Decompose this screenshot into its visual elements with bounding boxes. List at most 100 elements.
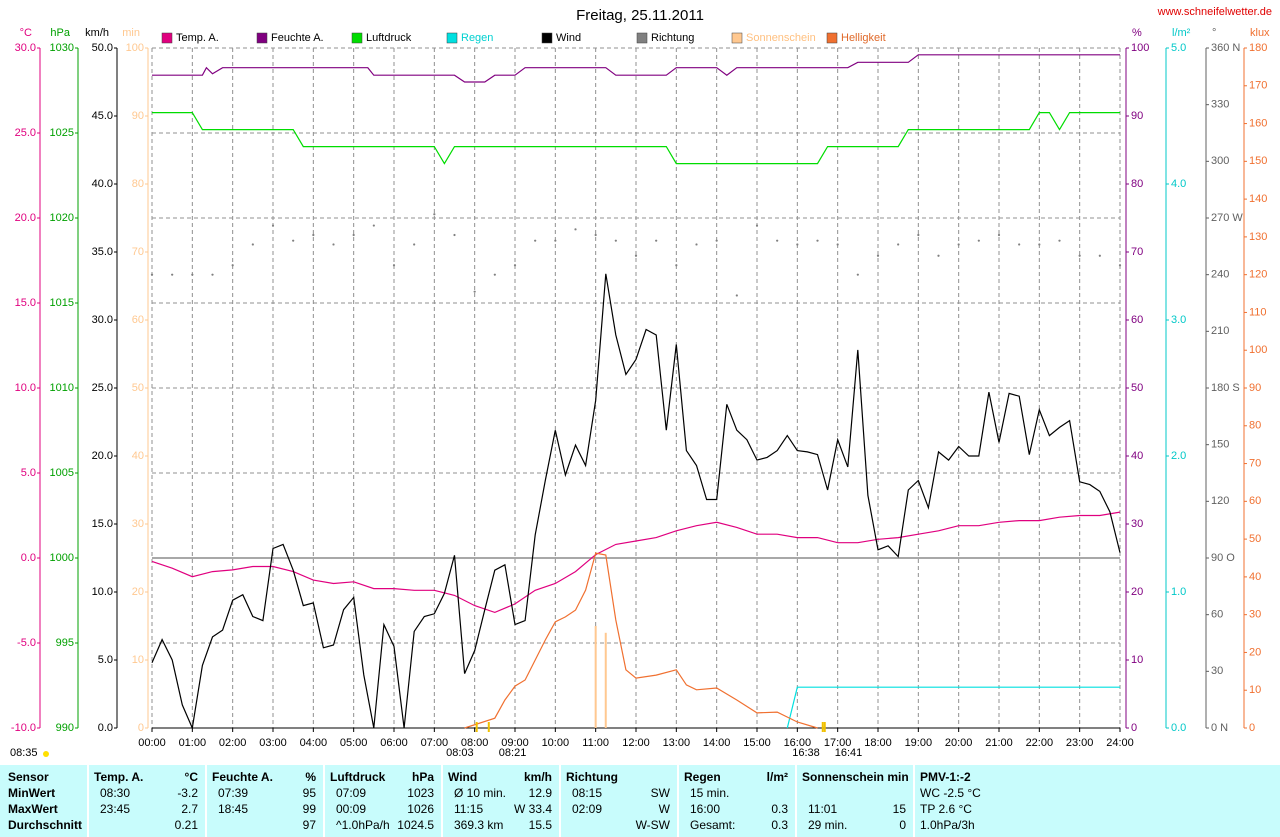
direction-dot <box>413 243 416 246</box>
table-cell: 97 <box>303 818 317 832</box>
direction-dot <box>634 254 638 257</box>
y-tick-label: 25.0 <box>15 127 36 139</box>
y-tick-label: 5.0 <box>98 654 113 666</box>
table-cell: 99 <box>303 802 317 816</box>
axis-unit: km/h <box>85 27 109 39</box>
table-cell: 0.3 <box>771 802 788 816</box>
y-tick-label: 100 <box>1249 344 1267 356</box>
table-cell: 0.21 <box>175 818 199 832</box>
direction-dot <box>816 239 819 242</box>
y-tick-label: 300 <box>1211 155 1229 167</box>
source-url[interactable]: www.schneifelwetter.de <box>1157 6 1272 18</box>
x-tick-label: 04:00 <box>300 737 328 749</box>
legend-label: Richtung <box>651 32 694 44</box>
direction-dot <box>392 264 396 267</box>
y-tick-label: 1025 <box>50 127 74 139</box>
y-tick-label: 10.0 <box>92 586 113 598</box>
x-tick-label: 00:00 <box>138 737 166 749</box>
y-tick-label: 0.0 <box>21 552 36 564</box>
x-tick-label: 10:00 <box>542 737 570 749</box>
legend-swatch <box>636 32 648 44</box>
direction-dot <box>614 239 617 242</box>
direction-dot <box>271 224 275 227</box>
group-title: Feuchte A. <box>212 770 273 784</box>
y-tick-label: 30.0 <box>92 314 113 326</box>
y-tick-label: 60 <box>132 314 144 326</box>
direction-dot <box>574 228 577 231</box>
group-unit: °C <box>185 770 199 784</box>
x-tick-label: 13:00 <box>663 737 691 749</box>
direction-dot <box>876 254 880 257</box>
group-unit: km/h <box>524 770 552 784</box>
y-tick-label: 0 N <box>1211 722 1228 734</box>
legend-label: Sonnenschein <box>746 32 816 44</box>
legend-swatch <box>256 32 268 44</box>
x-tick-label: 05:00 <box>340 737 368 749</box>
axis-unit: min <box>122 27 140 39</box>
x-tick-label: 08:00 <box>461 737 489 749</box>
table-cell: 07:39 <box>218 786 248 800</box>
y-tick-label: 140 <box>1249 193 1267 205</box>
table-cell: 95 <box>303 786 317 800</box>
table-cell: W-SW <box>636 818 671 832</box>
series-line <box>151 511 1121 614</box>
y-tick-label: 30 <box>1249 609 1261 621</box>
y-tick-label: 1.0 <box>1171 586 1186 598</box>
table-cell: 15.5 <box>529 818 553 832</box>
direction-dot <box>997 233 1001 237</box>
y-tick-label: 110 <box>1249 306 1267 318</box>
y-tick-label: 40.0 <box>92 178 113 190</box>
y-tick-label: 20 <box>1249 646 1261 658</box>
x-tick-label: 22:00 <box>1026 737 1054 749</box>
table-cell: 08:30 <box>100 786 130 800</box>
y-tick-label: -5.0 <box>17 637 36 649</box>
legend-swatch <box>351 32 363 44</box>
y-tick-label: 15.0 <box>15 297 36 309</box>
table-cell: 11:15 <box>454 802 483 816</box>
y-tick-label: 1015 <box>50 297 74 309</box>
y-tick-label: 40 <box>132 450 144 462</box>
y-tick-label: 990 <box>56 722 74 734</box>
legend-label: Luftdruck <box>366 32 412 44</box>
sun-marker <box>487 722 490 732</box>
y-tick-label: 80 <box>132 178 144 190</box>
table-cell: 0.3 <box>771 818 788 832</box>
sun-icon <box>43 751 49 757</box>
direction-dot <box>755 224 759 227</box>
legend-label: Wind <box>556 32 581 44</box>
group-title: Temp. A. <box>94 770 143 784</box>
group-title: PMV-1:-2 <box>920 770 971 784</box>
y-tick-label: 80 <box>1131 178 1143 190</box>
direction-dot <box>433 213 436 216</box>
direction-dot <box>796 243 799 246</box>
direction-dot <box>897 243 900 246</box>
row-label: Sensor <box>8 770 49 784</box>
y-tick-label: 30 <box>1211 665 1223 677</box>
x-tick-label: 20:00 <box>945 737 973 749</box>
series-line <box>464 552 818 729</box>
row-label: Durchschnitt <box>8 818 82 832</box>
direction-dot <box>554 239 557 242</box>
y-tick-label: 160 <box>1249 117 1267 129</box>
row-label: MaxWert <box>8 802 58 816</box>
sun-time: 08:21 <box>499 747 527 759</box>
y-tick-label: 50 <box>1249 533 1261 545</box>
sunshine-bar <box>604 632 607 728</box>
table-cell: 18:45 <box>218 802 248 816</box>
table-background <box>0 765 1280 837</box>
y-tick-label: 80 <box>1249 420 1261 432</box>
axis-unit: ° <box>1212 27 1216 39</box>
x-tick-label: 03:00 <box>259 737 287 749</box>
y-tick-label: 130 <box>1249 231 1267 243</box>
direction-dot <box>594 233 597 237</box>
y-tick-label: 25.0 <box>92 382 113 394</box>
y-tick-label: 45.0 <box>92 110 113 122</box>
y-tick-label: 60 <box>1249 495 1261 507</box>
direction-dot <box>856 273 859 276</box>
legend-swatch <box>161 32 173 44</box>
y-tick-label: 0.0 <box>98 722 113 734</box>
y-tick-label: 1000 <box>50 552 74 564</box>
direction-dot <box>675 264 678 267</box>
legend-swatch <box>731 32 743 44</box>
chart-title: Freitag, 25.11.2011 <box>576 7 704 24</box>
